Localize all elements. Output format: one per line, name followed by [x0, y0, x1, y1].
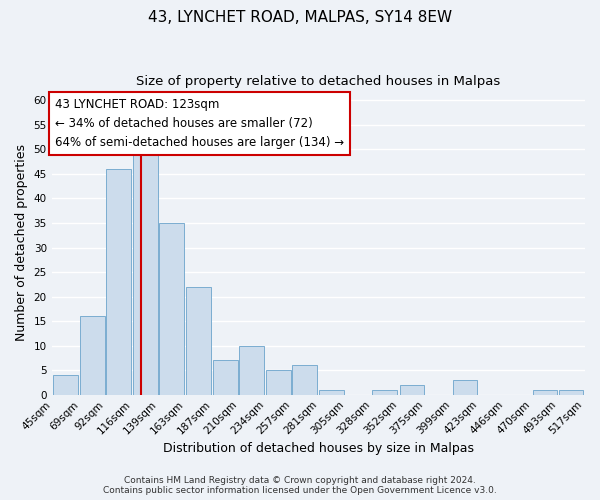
Bar: [292, 366, 317, 394]
Bar: [400, 385, 424, 394]
Bar: [239, 346, 264, 395]
Title: Size of property relative to detached houses in Malpas: Size of property relative to detached ho…: [136, 75, 500, 88]
Bar: [533, 390, 557, 394]
Bar: [452, 380, 478, 394]
Y-axis label: Number of detached properties: Number of detached properties: [15, 144, 28, 341]
Bar: [53, 375, 78, 394]
Text: Contains HM Land Registry data © Crown copyright and database right 2024.
Contai: Contains HM Land Registry data © Crown c…: [103, 476, 497, 495]
Text: 43, LYNCHET ROAD, MALPAS, SY14 8EW: 43, LYNCHET ROAD, MALPAS, SY14 8EW: [148, 10, 452, 25]
Bar: [80, 316, 105, 394]
Bar: [373, 390, 397, 394]
Bar: [160, 223, 184, 394]
Bar: [187, 287, 211, 395]
X-axis label: Distribution of detached houses by size in Malpas: Distribution of detached houses by size …: [163, 442, 474, 455]
Bar: [266, 370, 291, 394]
Bar: [319, 390, 344, 394]
Bar: [559, 390, 583, 394]
Bar: [133, 150, 158, 394]
Bar: [214, 360, 238, 394]
Bar: [106, 169, 131, 394]
Text: 43 LYNCHET ROAD: 123sqm
← 34% of detached houses are smaller (72)
64% of semi-de: 43 LYNCHET ROAD: 123sqm ← 34% of detache…: [55, 98, 344, 149]
